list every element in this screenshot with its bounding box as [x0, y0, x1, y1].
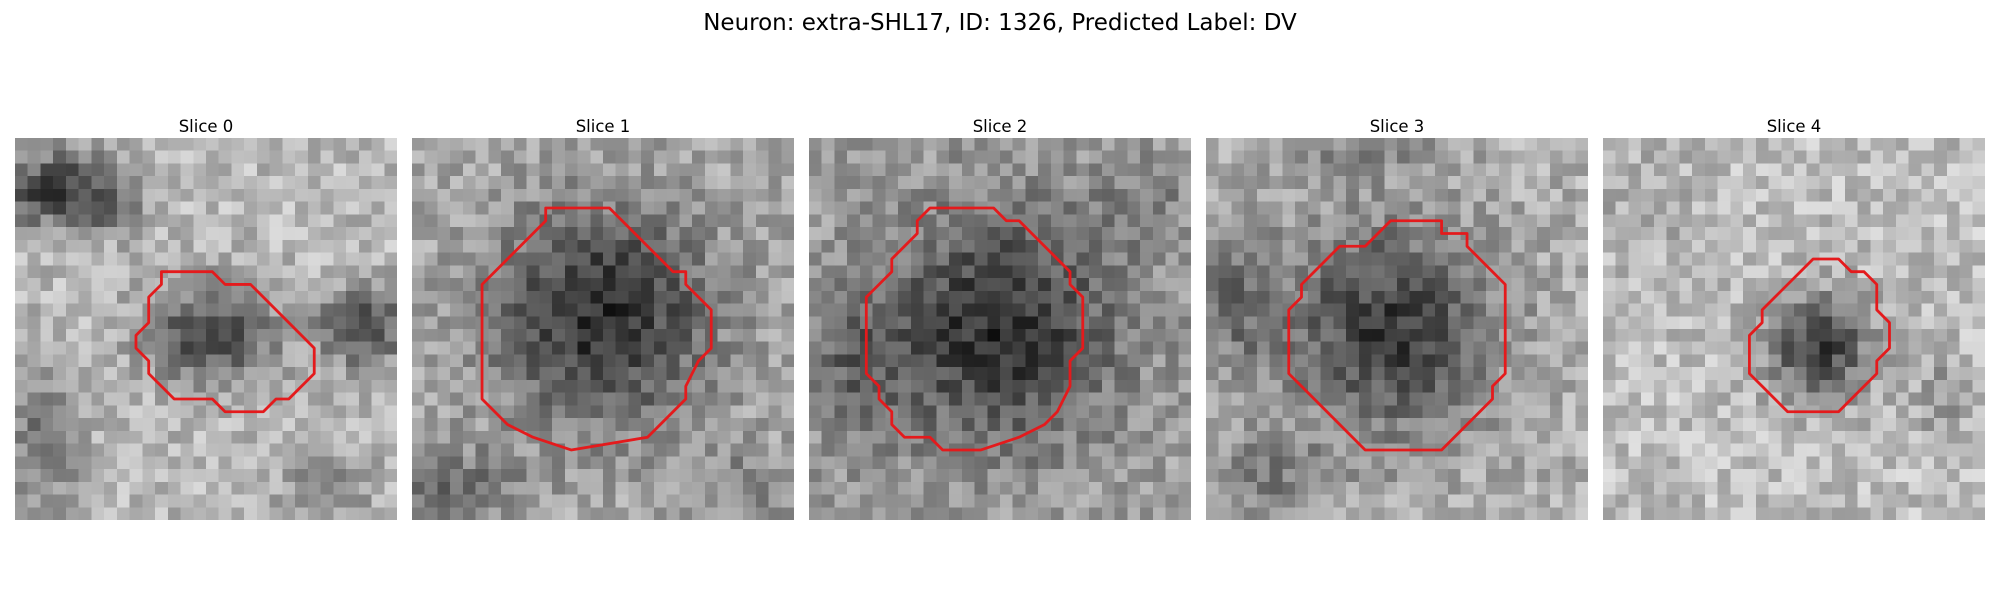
slice-image-3 — [1206, 138, 1588, 520]
figure-title: Neuron: extra-SHL17, ID: 1326, Predicted… — [703, 10, 1297, 36]
slice-panel-1: Slice 1 — [412, 116, 794, 520]
slice-panel-0: Slice 0 — [15, 116, 397, 520]
slice-image-1 — [412, 138, 794, 520]
neuron-contour-1 — [480, 206, 713, 452]
slice-panel-2: Slice 2 — [809, 116, 1191, 520]
slice-title-0: Slice 0 — [178, 117, 234, 136]
neuron-contour-4 — [1748, 257, 1891, 414]
slice-panel-3: Slice 3 — [1206, 116, 1588, 520]
slice-image-4 — [1603, 138, 1985, 520]
slice-title-4: Slice 4 — [1766, 117, 1822, 136]
slice-title-1: Slice 1 — [575, 117, 631, 136]
slice-panel-4: Slice 4 — [1603, 116, 1985, 520]
neuron-contour-0 — [134, 270, 316, 414]
neuron-contour-2 — [864, 206, 1085, 452]
slice-image-2 — [809, 138, 1191, 520]
slice-image-0 — [15, 138, 397, 520]
slice-title-3: Slice 3 — [1369, 117, 1425, 136]
neuron-contour-3 — [1287, 219, 1507, 452]
slice-title-2: Slice 2 — [972, 117, 1028, 136]
